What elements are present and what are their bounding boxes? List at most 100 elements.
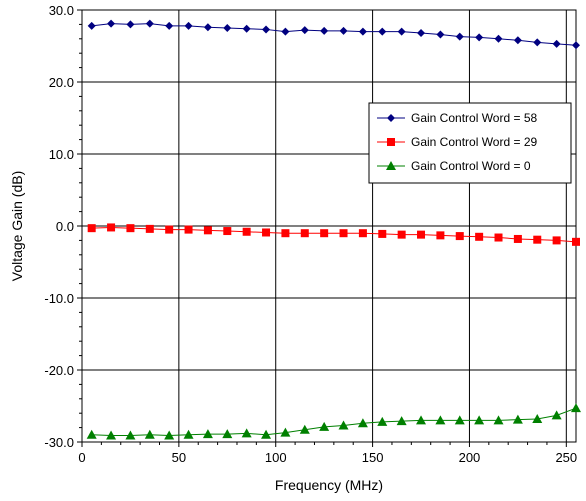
data-point <box>319 421 330 431</box>
data-point <box>417 230 426 239</box>
data-point <box>417 29 426 38</box>
data-point <box>222 429 233 439</box>
data-point <box>280 427 291 437</box>
data-point <box>184 21 193 30</box>
data-point <box>455 32 464 41</box>
y-tick-label: -30.0 <box>44 435 74 450</box>
data-point <box>223 227 232 236</box>
data-point <box>106 430 117 440</box>
legend-item: Gain Control Word = 29 <box>377 135 538 149</box>
legend-item: Gain Control Word = 58 <box>377 111 538 125</box>
data-point <box>358 229 367 238</box>
data-point <box>339 26 348 35</box>
data-point <box>436 30 445 39</box>
data-point <box>183 429 194 439</box>
data-point <box>572 41 580 50</box>
data-point <box>145 224 154 233</box>
x-tick-label: 150 <box>362 450 384 465</box>
data-point <box>203 226 212 235</box>
data-point <box>533 235 542 244</box>
legend-label: Gain Control Word = 0 <box>411 159 531 173</box>
x-tick-label: 100 <box>265 450 287 465</box>
data-point <box>532 413 543 423</box>
series-1 <box>87 19 580 50</box>
data-point <box>262 25 271 34</box>
data-point <box>396 416 407 426</box>
data-point <box>223 24 232 32</box>
data-point <box>552 236 561 245</box>
data-point <box>242 24 251 33</box>
data-point <box>241 428 252 438</box>
data-point <box>475 232 484 241</box>
y-tick-label: 30.0 <box>49 3 74 18</box>
data-point <box>436 231 445 240</box>
series-line <box>91 226 577 243</box>
data-point <box>512 414 523 424</box>
series-line <box>91 23 577 46</box>
data-point <box>552 39 561 48</box>
data-point <box>87 21 96 30</box>
data-point <box>474 415 485 425</box>
x-axis-title: Frequency (MHz) <box>275 477 383 493</box>
y-tick-label: -10.0 <box>44 291 74 306</box>
legend-marker <box>387 114 395 122</box>
data-point <box>107 223 116 232</box>
legend-marker <box>386 161 396 170</box>
data-point <box>551 410 562 420</box>
x-tick-label: 50 <box>172 450 186 465</box>
data-point <box>320 26 329 35</box>
x-tick-label: 250 <box>555 450 577 465</box>
data-point <box>281 27 290 36</box>
data-point <box>572 237 580 246</box>
data-point <box>513 234 522 243</box>
series-line <box>91 407 577 437</box>
series-2 <box>87 223 580 246</box>
data-point <box>339 229 348 238</box>
data-point <box>300 26 309 35</box>
data-point <box>184 225 193 234</box>
data-point <box>533 38 542 47</box>
series-3 <box>86 403 581 440</box>
grid-lines <box>82 10 576 442</box>
data-point <box>126 224 135 233</box>
data-point <box>378 27 387 36</box>
y-tick-label: 20.0 <box>49 75 74 90</box>
data-point <box>242 227 251 236</box>
legend-item: Gain Control Word = 0 <box>377 159 531 173</box>
data-point <box>203 23 212 32</box>
data-point <box>416 415 427 425</box>
data-point <box>165 21 174 30</box>
x-tick-label: 200 <box>459 450 481 465</box>
legend-label: Gain Control Word = 58 <box>411 111 538 125</box>
data-point <box>281 229 290 238</box>
legend-marker <box>387 138 395 146</box>
data-point <box>202 429 213 439</box>
data-point <box>164 430 175 440</box>
y-tick-label: 0.0 <box>56 219 74 234</box>
data-point <box>513 36 522 45</box>
data-point <box>165 225 174 234</box>
data-point <box>320 229 329 238</box>
data-point <box>377 416 388 426</box>
data-point <box>126 20 135 29</box>
data-point <box>397 27 406 36</box>
data-point <box>454 415 465 425</box>
data-point <box>475 33 484 42</box>
data-point <box>493 415 504 425</box>
data-point <box>300 229 309 238</box>
y-axis-title: Voltage Gain (dB) <box>9 171 25 282</box>
data-point <box>87 224 96 233</box>
legend-box <box>368 102 572 184</box>
data-point <box>144 429 155 439</box>
data-point <box>86 429 97 439</box>
series-group <box>86 19 581 440</box>
data-point <box>261 429 272 439</box>
data-point <box>125 430 136 440</box>
data-point <box>358 27 367 36</box>
data-point <box>378 229 387 238</box>
data-point <box>145 19 154 28</box>
axis-ticks: 0 50 100 150 200 250 -30.0 -20.0 -10.0 0.0 10.0 20.… <box>44 3 577 465</box>
data-point <box>571 403 581 413</box>
data-point <box>338 420 349 430</box>
y-tick-label: -20.0 <box>44 363 74 378</box>
